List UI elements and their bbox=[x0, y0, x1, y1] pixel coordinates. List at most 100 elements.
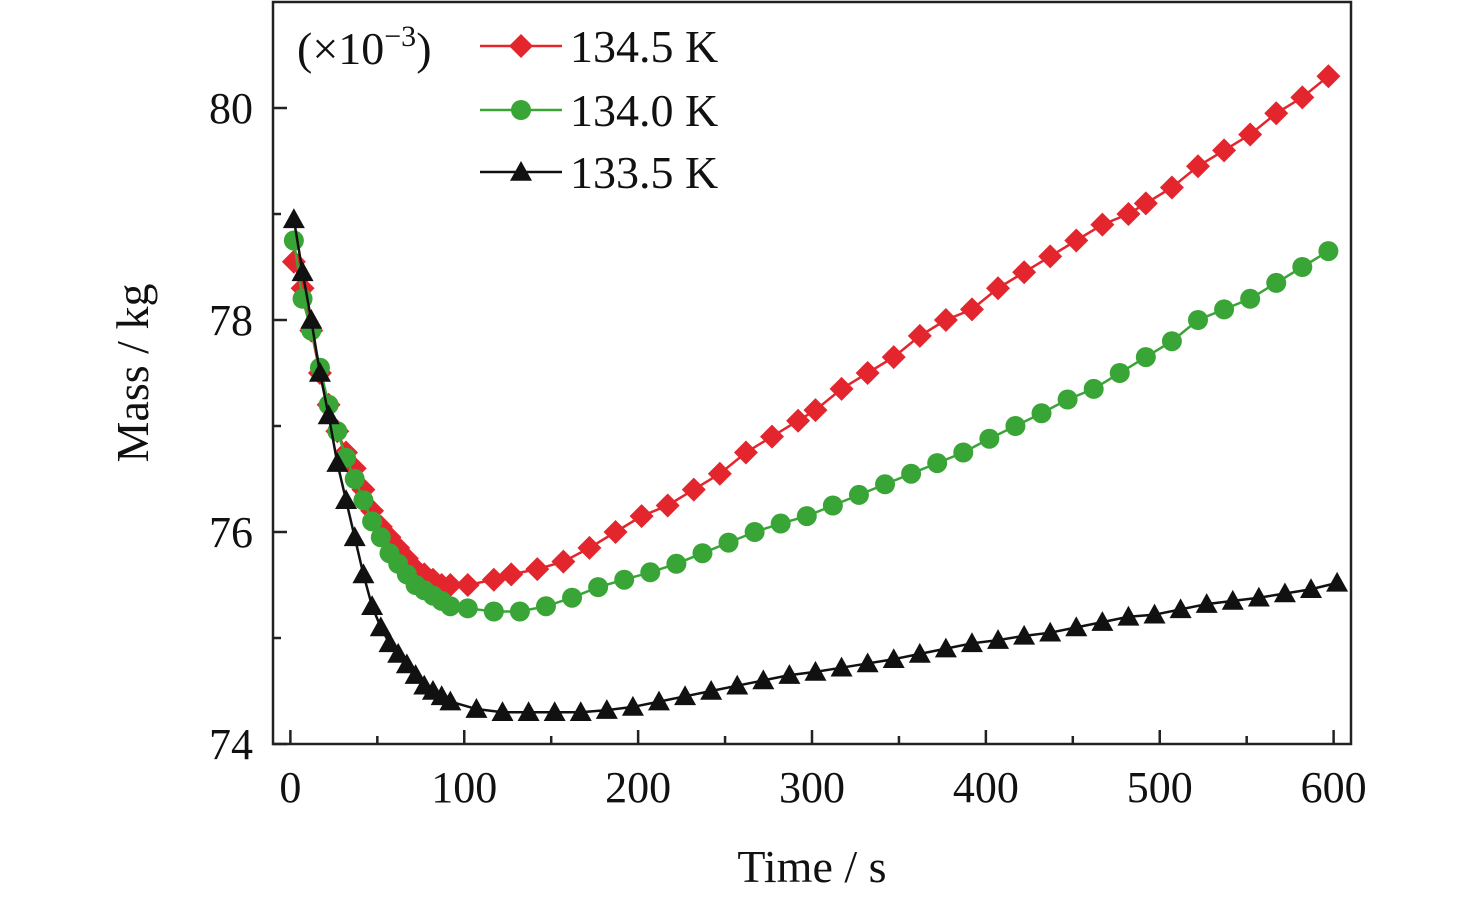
data-point bbox=[353, 490, 374, 511]
data-point bbox=[517, 701, 540, 721]
series-2 bbox=[283, 230, 1339, 622]
data-point bbox=[308, 362, 331, 382]
data-point bbox=[655, 493, 680, 518]
data-point bbox=[603, 520, 628, 544]
data-point bbox=[291, 261, 314, 282]
data-point bbox=[830, 656, 853, 677]
legend-label: 133.5 K bbox=[570, 147, 718, 198]
data-point bbox=[1135, 347, 1156, 368]
x-tick-label: 300 bbox=[779, 763, 845, 812]
data-point bbox=[525, 557, 550, 582]
data-point bbox=[786, 408, 811, 433]
data-point bbox=[901, 463, 922, 484]
data-point bbox=[569, 701, 592, 721]
data-point bbox=[760, 424, 785, 449]
data-point bbox=[483, 601, 504, 622]
data-point bbox=[457, 598, 478, 619]
data-point bbox=[551, 549, 576, 574]
data-point bbox=[1005, 416, 1026, 436]
data-point bbox=[543, 701, 566, 721]
y-multiplier-label: (×10−3) bbox=[297, 20, 432, 74]
data-point bbox=[856, 652, 879, 673]
data-point bbox=[822, 495, 843, 516]
data-point bbox=[465, 698, 488, 718]
data-point bbox=[1090, 212, 1115, 237]
data-point bbox=[770, 513, 791, 534]
data-point bbox=[395, 653, 418, 674]
data-point bbox=[1238, 122, 1263, 147]
data-point bbox=[1159, 175, 1184, 200]
data-point bbox=[1266, 272, 1287, 293]
series-3 bbox=[282, 208, 1349, 721]
data-point bbox=[1031, 403, 1052, 424]
data-point bbox=[1221, 589, 1244, 610]
data-point bbox=[440, 596, 461, 617]
legend: 134.5 K 134.0 K 133.5 K bbox=[480, 21, 718, 198]
data-point bbox=[803, 398, 828, 423]
data-point bbox=[1185, 154, 1210, 179]
data-point bbox=[908, 642, 931, 663]
data-point bbox=[1065, 616, 1088, 637]
data-point bbox=[674, 685, 697, 706]
data-point bbox=[718, 532, 739, 553]
plot-frame bbox=[271, 0, 1353, 746]
data-point bbox=[700, 680, 723, 700]
data-point bbox=[907, 323, 932, 348]
data-point bbox=[927, 453, 948, 474]
data-point bbox=[953, 442, 974, 463]
data-point bbox=[1117, 605, 1140, 626]
data-point bbox=[647, 690, 670, 711]
x-tick-label: 0 bbox=[279, 763, 301, 812]
data-point bbox=[1300, 578, 1323, 599]
data-point bbox=[614, 569, 635, 590]
data-point bbox=[875, 474, 896, 495]
data-point bbox=[1290, 85, 1315, 110]
data-point bbox=[1039, 621, 1062, 642]
data-point bbox=[778, 664, 801, 684]
x-tick-label: 100 bbox=[431, 763, 497, 812]
legend-entry: 134.0 K bbox=[480, 85, 718, 136]
y-multiplier-base: (×10 bbox=[297, 23, 384, 74]
legend-entry: 133.5 K bbox=[480, 147, 718, 198]
data-point bbox=[481, 567, 506, 592]
data-point bbox=[1143, 603, 1166, 624]
data-point bbox=[933, 308, 958, 332]
series-layer bbox=[281, 64, 1349, 721]
data-point bbox=[283, 230, 304, 251]
data-point bbox=[1116, 202, 1141, 226]
series-line bbox=[292, 240, 1330, 613]
data-point bbox=[640, 562, 661, 583]
data-point bbox=[934, 637, 957, 658]
data-point bbox=[629, 504, 654, 529]
data-point bbox=[855, 361, 880, 385]
data-point bbox=[362, 511, 383, 532]
data-point bbox=[796, 506, 817, 527]
data-point bbox=[1292, 257, 1313, 277]
y-tick-label: 74 bbox=[209, 720, 253, 769]
data-point bbox=[621, 695, 644, 716]
data-point bbox=[361, 595, 384, 615]
data-point bbox=[317, 404, 340, 425]
legend-marker bbox=[511, 100, 531, 120]
x-tick-label: 600 bbox=[1301, 763, 1367, 812]
data-point bbox=[960, 632, 983, 653]
data-point bbox=[1083, 378, 1104, 399]
data-point bbox=[1133, 191, 1158, 216]
axis-ticks bbox=[273, 106, 1335, 746]
data-point bbox=[326, 452, 349, 472]
data-point bbox=[509, 601, 530, 622]
y-axis-label: Mass / kg bbox=[107, 284, 158, 463]
legend-marker bbox=[510, 161, 532, 181]
data-point bbox=[1316, 64, 1341, 89]
legend-marker bbox=[509, 34, 533, 58]
data-point bbox=[882, 648, 905, 668]
data-point bbox=[804, 660, 827, 681]
data-point bbox=[1038, 244, 1063, 269]
data-point bbox=[1012, 260, 1037, 285]
data-point bbox=[1212, 138, 1237, 163]
data-point bbox=[282, 208, 305, 229]
data-point bbox=[1247, 586, 1270, 607]
data-point bbox=[681, 477, 706, 502]
data-point bbox=[499, 562, 524, 587]
data-point bbox=[335, 489, 358, 509]
